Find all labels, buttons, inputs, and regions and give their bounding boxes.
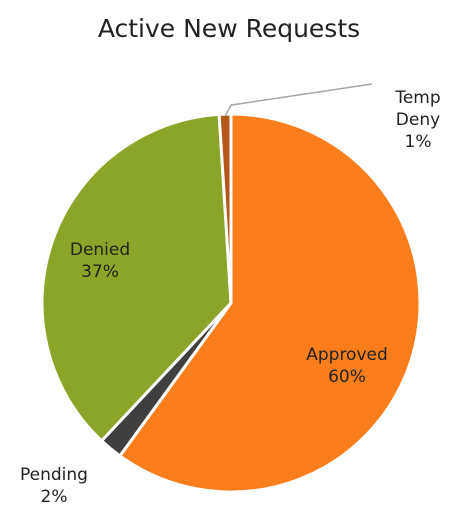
category-label: Denied	[69, 240, 131, 260]
value-label: 37%	[81, 262, 119, 282]
value-label: 60%	[328, 367, 366, 387]
pie-slice	[118, 112, 422, 494]
data-label: Approved 60%	[306, 344, 388, 388]
value-label: 2%	[40, 487, 68, 507]
category-label: Temp Deny	[395, 88, 441, 130]
category-label: Approved	[306, 345, 388, 365]
value-label: 1%	[404, 132, 432, 152]
data-label: Pending 2%	[20, 464, 88, 508]
chart-title: Active New Requests	[97, 14, 361, 43]
leader-line	[224, 83, 373, 117]
data-label: Temp Deny 1%	[388, 87, 448, 153]
data-label: Denied 37%	[70, 239, 130, 283]
pie-slice	[40, 112, 233, 443]
pie-slice	[217, 112, 233, 305]
category-label: Pending	[20, 465, 88, 485]
